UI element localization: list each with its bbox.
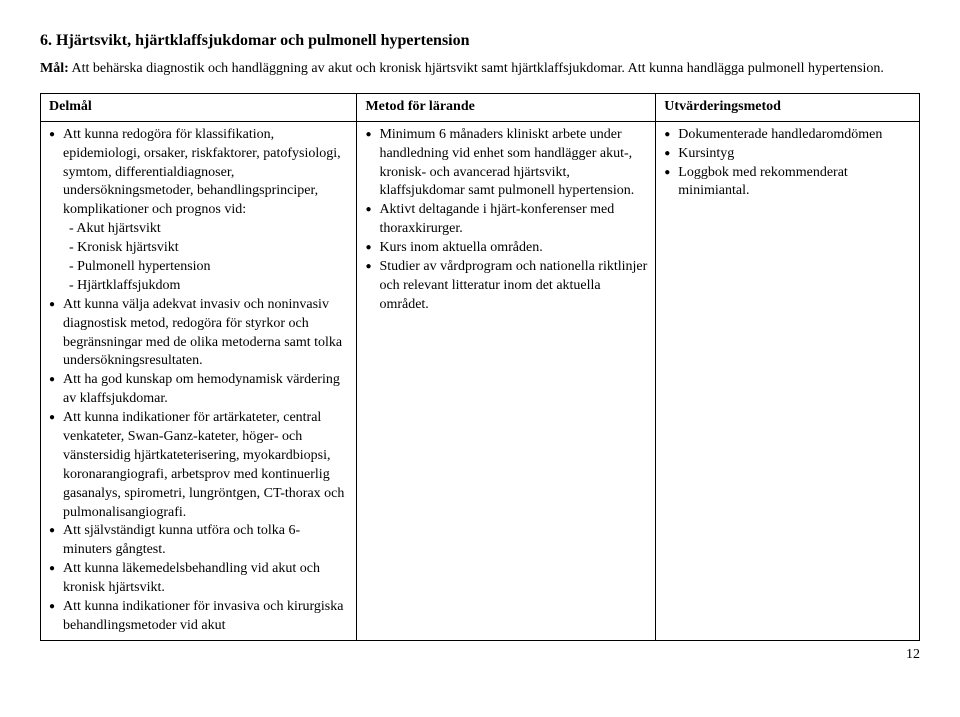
col-header-metod: Metod för lärande	[357, 93, 656, 121]
list-item: Att kunna indikationer för invasiva och …	[49, 598, 348, 636]
list-item: Studier av vårdprogram och nationella ri…	[365, 258, 647, 315]
goal-line: Mål: Att behärska diagnostik och handläg…	[40, 60, 920, 79]
goal-text: Att behärska diagnostik och handläggning…	[69, 61, 884, 76]
col-header-utvardering: Utvärderingsmetod	[656, 93, 920, 121]
table-header-row: Delmål Metod för lärande Utvärderingsmet…	[41, 93, 920, 121]
list-item: Att kunna redogöra för klassifikation, e…	[49, 126, 348, 296]
delmal-sublist: - Akut hjärtsvikt - Kronisk hjärtsvikt -…	[63, 220, 348, 296]
list-item: Att ha god kunskap om hemodynamisk värde…	[49, 371, 348, 409]
cell-delmal: Att kunna redogöra för klassifikation, e…	[41, 121, 357, 640]
sublist-item: - Hjärtklaffsjukdom	[63, 277, 348, 296]
list-item: Att kunna välja adekvat invasiv och noni…	[49, 296, 348, 372]
sublist-item: - Kronisk hjärtsvikt	[63, 239, 348, 258]
list-item: Att kunna indikationer för artärkateter,…	[49, 409, 348, 522]
cell-utvardering: Dokumenterade handledaromdömen Kursintyg…	[656, 121, 920, 640]
sublist-item: - Akut hjärtsvikt	[63, 220, 348, 239]
list-item: Minimum 6 månaders kliniskt arbete under…	[365, 126, 647, 202]
section-heading: 6. Hjärtsvikt, hjärtklaffsjukdomar och p…	[40, 32, 920, 50]
page-number: 12	[40, 647, 920, 663]
list-item: Att självständigt kunna utföra och tolka…	[49, 522, 348, 560]
metod-list: Minimum 6 månaders kliniskt arbete under…	[365, 126, 647, 315]
list-item-text: Att kunna redogöra för klassifikation, e…	[63, 127, 341, 218]
content-table: Delmål Metod för lärande Utvärderingsmet…	[40, 93, 920, 641]
list-item: Att kunna läkemedelsbehandling vid akut …	[49, 560, 348, 598]
utvardering-list: Dokumenterade handledaromdömen Kursintyg…	[664, 126, 911, 202]
list-item: Kursintyg	[664, 145, 911, 164]
delmal-list: Att kunna redogöra för klassifikation, e…	[49, 126, 348, 636]
list-item: Loggbok med rekommenderat minimiantal.	[664, 164, 911, 202]
cell-metod: Minimum 6 månaders kliniskt arbete under…	[357, 121, 656, 640]
col-header-delmal: Delmål	[41, 93, 357, 121]
list-item: Aktivt deltagande i hjärt-konferenser me…	[365, 201, 647, 239]
table-row: Att kunna redogöra för klassifikation, e…	[41, 121, 920, 640]
list-item: Dokumenterade handledaromdömen	[664, 126, 911, 145]
sublist-item: - Pulmonell hypertension	[63, 258, 348, 277]
goal-label: Mål:	[40, 61, 69, 76]
list-item: Kurs inom aktuella områden.	[365, 239, 647, 258]
